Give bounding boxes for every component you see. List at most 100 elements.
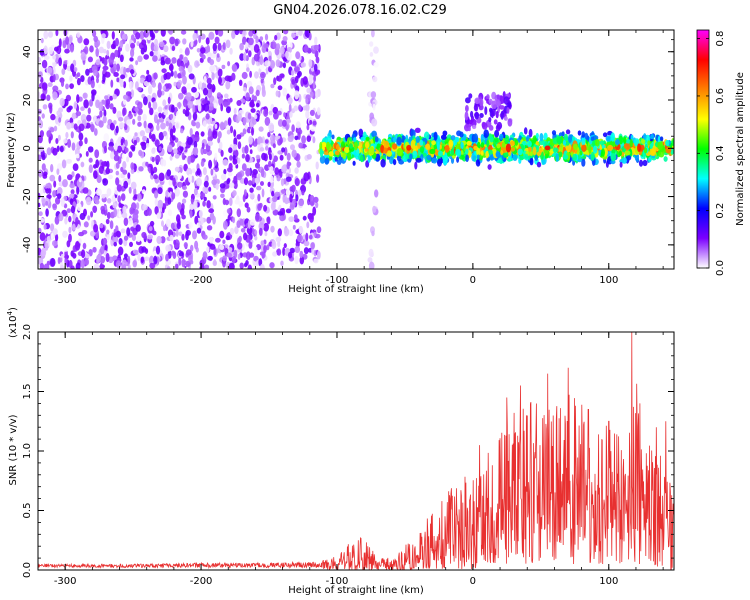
spectrogram-cell-3708 (665, 139, 670, 147)
spectrogram-cell-2106 (112, 106, 117, 114)
snr-y-ticks: 0.0 0.5 1.0 1.5 2.0 (22, 324, 674, 578)
spectrogram-cell-1905 (165, 244, 172, 252)
spectrogram-cell-1010 (315, 161, 319, 170)
spectrogram-cell-689 (215, 237, 221, 243)
spectrogram-cell-1463 (170, 113, 174, 120)
spectrogram-cell-1924 (132, 118, 136, 125)
spectrogram-cell-3622 (552, 137, 558, 145)
spectrogram-cell-1728 (58, 107, 64, 113)
spectrogram-cell-1399 (193, 187, 198, 196)
spectrogram-cell-91 (300, 184, 306, 194)
spectrogram-cell-1624 (56, 168, 60, 175)
spectrogram-cell-1878 (222, 42, 226, 51)
spectrogram-cell-1976 (156, 119, 160, 126)
spectrogram-cell-1606 (138, 149, 143, 157)
spectrogram-cell-906 (174, 121, 181, 130)
spectrogram-cell-2114 (52, 240, 58, 247)
spectrogram-cell-1792 (203, 180, 209, 188)
spectrogram-cell-431 (182, 190, 188, 198)
spectrogram-cell-1739 (160, 56, 165, 64)
spectrogram-cell-1521 (100, 246, 105, 255)
spectrogram-cell-3528 (392, 143, 398, 150)
spectrogram-cell-3575 (460, 141, 464, 150)
spectrogram-cell-1158 (273, 124, 279, 134)
spectrogram-cell-3194 (535, 132, 539, 139)
spectrogram-cell-2023 (168, 64, 174, 71)
spectrogram-cell-1677 (38, 154, 42, 161)
spectrogram-cell-1773 (105, 218, 110, 225)
spectrogram-cell-1497 (246, 80, 253, 89)
spectrogram-cell-3305 (571, 136, 576, 142)
spectrogram-cell-1990 (178, 66, 184, 72)
spectrogram-cell-1125 (270, 83, 275, 89)
spectrogram-cell-3402 (360, 154, 364, 163)
spectrogram-cell-641 (70, 265, 75, 269)
spectrogram-cell-1483 (142, 135, 148, 142)
spectrogram-cell-1267 (201, 142, 205, 150)
spectrogram-cell-501 (234, 226, 239, 235)
spectrogram-cell-625 (291, 124, 295, 133)
spectrogram-cell-3816 (471, 124, 477, 130)
spectrogram-cell-709 (260, 181, 264, 186)
spectrogram-cell-1134 (70, 131, 74, 139)
spectrogram-cell-609 (50, 164, 54, 173)
spectrogram-cell-1580 (294, 178, 300, 187)
spectrogram-cell-1952 (112, 235, 119, 244)
spectrogram-cell-1559 (113, 207, 118, 218)
spectrogram-cell-1306 (103, 109, 107, 117)
spectrogram-cell-3470 (647, 140, 651, 146)
snr-panel: -300 -200 -100 0 100 0.0 0.5 1.0 1.5 2.0 Height … (6, 307, 675, 596)
spectrogram-cell-2229 (371, 30, 375, 38)
spectrogram-cell-3738 (496, 143, 501, 149)
spectrogram-cell-670 (259, 36, 264, 41)
spectrogram-cell-1253 (309, 200, 315, 206)
spectrogram-cell-1473 (313, 231, 317, 237)
spectrogram-cell-1334 (185, 92, 192, 102)
spectrogram-cell-1622 (217, 261, 222, 268)
spectrogram-cell-1651 (276, 248, 282, 256)
spectrogram-cell-1256 (274, 167, 280, 175)
snr-xtick-label-1: -200 (190, 576, 213, 587)
spectrogram-cell-2121 (81, 249, 86, 259)
spectrogram-cell-1737 (288, 216, 295, 223)
spectrogram-cell-3365 (486, 139, 490, 148)
spectrogram-cell-1523 (43, 45, 48, 55)
spectrogram-cell-1139 (147, 85, 153, 95)
spectrogram-cell-3455 (529, 157, 534, 166)
spectrogram-cell-1851 (192, 146, 199, 156)
spectrogram-cell-1241 (182, 69, 186, 77)
spectrogram-cell-1411 (149, 220, 155, 227)
spectrogram-cell-3606 (392, 159, 397, 166)
spectrogram-cell-2153 (85, 151, 89, 157)
spectrogram-cell-1589 (141, 39, 147, 46)
spectrogram-cell-1635 (198, 209, 203, 218)
spectrogram-cell-1211 (64, 257, 68, 265)
spectrogram-cell-326 (163, 45, 169, 53)
spectrogram-cell-1823 (152, 230, 157, 236)
spectrogram-cell-3817 (470, 110, 474, 118)
spectrogram-cell-2236 (369, 52, 374, 57)
spectrogram-cell-2102 (236, 220, 241, 229)
spectrogram-cell-2034 (140, 47, 145, 55)
spectrogram-cell-468 (191, 168, 196, 174)
spectrogram-cell-159 (273, 155, 278, 162)
spectrogram-cell-1907 (226, 129, 231, 135)
colorbar-ticks: 0.0 0.2 0.4 0.6 0.8 (697, 31, 726, 276)
spectrogram-cell-161 (161, 90, 165, 96)
spectrogram-cell-1126 (202, 251, 208, 260)
spectrogram-cell-518 (125, 43, 130, 52)
spectrogram-cell-1833 (52, 74, 56, 83)
spectrogram-cell-3818 (503, 116, 508, 121)
spectrogram-cell-1882 (308, 78, 313, 85)
spectrogram-cell-486 (50, 113, 56, 121)
spectrogram-cell-994 (229, 227, 235, 236)
spectrogram-cell-1727 (302, 215, 307, 221)
spectrogram-cell-2346 (336, 159, 342, 166)
spectrogram-cell-1608 (294, 255, 299, 265)
spectrogram-cell-652 (195, 121, 201, 129)
spectrogram-cell-1070 (217, 30, 224, 37)
spectrogram-cell-3709 (473, 133, 479, 143)
spectrogram-cell-1810 (249, 70, 253, 78)
spectrogram-cell-1422 (217, 131, 222, 139)
spectrogram-cell-3723 (562, 154, 569, 160)
